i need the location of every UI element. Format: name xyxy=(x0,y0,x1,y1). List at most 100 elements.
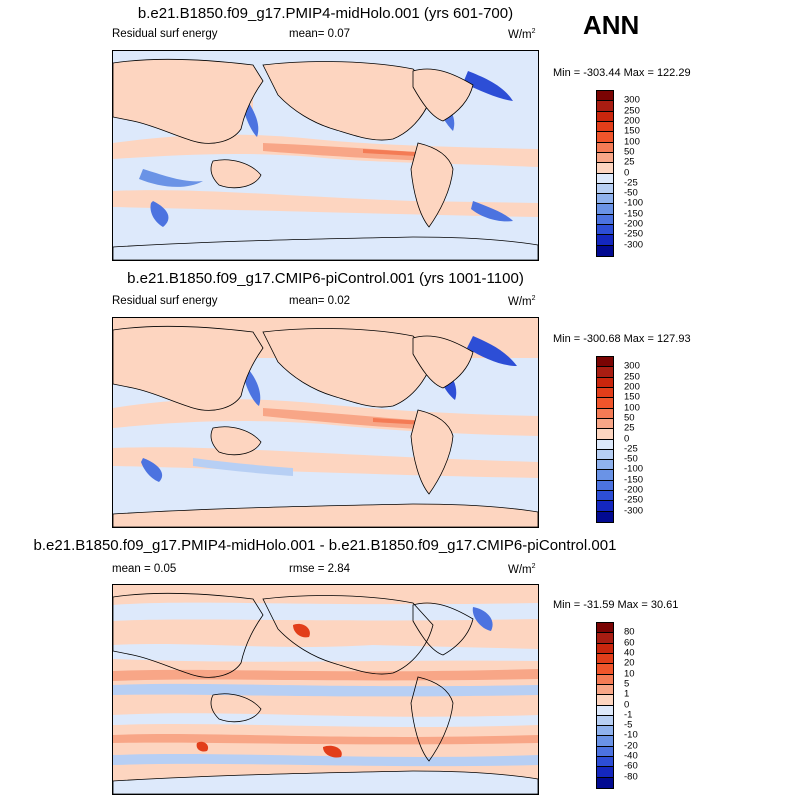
colorbar-tick-label: -250 xyxy=(624,228,644,240)
colorbar-swatch xyxy=(597,674,613,685)
colorbar-tick-label: -150 xyxy=(624,474,644,486)
colorbar-tick-label: -300 xyxy=(624,239,644,251)
panel-1-left-label: Residual surf energy xyxy=(112,28,218,40)
colorbar-tick-label: 100 xyxy=(624,136,640,148)
colorbar-tick-label: -50 xyxy=(624,187,638,199)
colorbar-tick-label: 250 xyxy=(624,371,640,383)
panel-1-title: b.e21.B1850.f09_g17.PMIP4-midHolo.001 (y… xyxy=(137,5,514,22)
colorbar-swatch xyxy=(597,173,613,184)
colorbar-swatch xyxy=(597,705,613,716)
panel-3-map xyxy=(112,584,539,795)
colorbar-swatch xyxy=(597,695,613,706)
colorbar-swatch xyxy=(597,501,613,512)
colorbar-swatch xyxy=(597,726,613,737)
colorbar-swatch xyxy=(597,684,613,696)
colorbar-tick-label: -150 xyxy=(624,208,644,220)
colorbar-swatch xyxy=(597,398,613,409)
colorbar-swatch xyxy=(597,245,613,256)
colorbar-swatch xyxy=(597,121,613,133)
panel-1-map-svg xyxy=(113,51,538,260)
panel-2-map xyxy=(112,317,539,528)
colorbar-tick-label: -1 xyxy=(624,709,633,721)
colorbar-swatch xyxy=(597,746,613,758)
panel-3-rmse-label: rmse = 2.84 xyxy=(289,563,351,575)
colorbar-swatch xyxy=(597,183,613,195)
colorbar-tick-label: -5 xyxy=(624,719,633,731)
colorbar-swatch xyxy=(597,387,613,399)
colorbar-swatch xyxy=(597,418,613,430)
colorbar-swatch xyxy=(597,767,613,778)
colorbar-tick-label: -40 xyxy=(624,750,638,762)
colorbar-tick-label: 250 xyxy=(624,105,640,117)
panel-1-units: W/m2 xyxy=(508,28,536,41)
colorbar-tick-label: -20 xyxy=(624,740,638,752)
panel-3-mean-label: mean = 0.05 xyxy=(112,563,177,575)
panel-2-map-svg xyxy=(113,318,538,527)
colorbar-swatch xyxy=(597,214,613,226)
panel-3-units: W/m2 xyxy=(508,563,536,576)
colorbar-tick-label: 0 xyxy=(624,433,630,444)
colorbar-swatch xyxy=(597,449,613,461)
panel-2-minmax: Min = -300.68 Max = 127.93 xyxy=(553,333,691,345)
colorbar-tick-label: 300 xyxy=(624,360,640,372)
panel-2-left-label: Residual surf energy xyxy=(112,295,218,307)
colorbar-swatch xyxy=(597,633,613,644)
panel-2-title: b.e21.B1850.f09_g17.CMIP6-piControl.001 … xyxy=(127,270,524,287)
panel-3-colorbar xyxy=(596,622,614,789)
colorbar-tick-label: 0 xyxy=(624,699,630,710)
colorbar-swatch xyxy=(597,653,613,665)
panel-2-colorbar xyxy=(596,356,614,523)
panel-2-mean-label: mean= 0.02 xyxy=(289,295,351,307)
panel-1-map xyxy=(112,50,539,261)
colorbar-swatch xyxy=(597,357,613,368)
colorbar-swatch xyxy=(597,460,613,471)
colorbar-tick-label: 25 xyxy=(624,422,635,434)
colorbar-tick-label: 200 xyxy=(624,115,640,127)
colorbar-swatch xyxy=(597,439,613,450)
colorbar-tick-label: 150 xyxy=(624,125,640,137)
panel-1-colorbar xyxy=(596,90,614,257)
colorbar-swatch xyxy=(597,623,613,634)
panel-3-title: b.e21.B1850.f09_g17.PMIP4-midHolo.001 - … xyxy=(33,537,617,554)
panel-2-units: W/m2 xyxy=(508,295,536,308)
colorbar-swatch xyxy=(597,470,613,481)
colorbar-swatch xyxy=(597,204,613,215)
colorbar-tick-label: -200 xyxy=(624,218,644,230)
colorbar-swatch xyxy=(597,367,613,378)
colorbar-tick-label: 80 xyxy=(624,626,635,638)
colorbar-swatch xyxy=(597,480,613,492)
colorbar-tick-label: 20 xyxy=(624,657,635,669)
colorbar-tick-label: 1 xyxy=(624,688,630,700)
colorbar-swatch xyxy=(597,777,613,788)
colorbar-tick-label: 10 xyxy=(624,668,635,680)
colorbar-swatch xyxy=(597,511,613,522)
colorbar-swatch xyxy=(597,643,613,654)
colorbar-tick-label: -80 xyxy=(624,771,638,783)
colorbar-tick-label: -100 xyxy=(624,197,644,209)
colorbar-swatch xyxy=(597,235,613,246)
colorbar-tick-label: 50 xyxy=(624,146,635,158)
colorbar-swatch xyxy=(597,152,613,164)
colorbar-swatch xyxy=(597,225,613,236)
colorbar-swatch xyxy=(597,111,613,122)
colorbar-tick-label: -60 xyxy=(624,760,638,772)
colorbar-tick-label: 60 xyxy=(624,637,635,649)
colorbar-tick-label: -10 xyxy=(624,729,638,741)
colorbar-swatch xyxy=(597,408,613,419)
colorbar-tick-label: 5 xyxy=(624,678,630,690)
colorbar-swatch xyxy=(597,715,613,727)
colorbar-swatch xyxy=(597,664,613,675)
colorbar-tick-label: -25 xyxy=(624,177,638,189)
panel-1-mean-label: mean= 0.07 xyxy=(289,28,351,40)
colorbar-tick-label: -50 xyxy=(624,453,638,465)
season-label: ANN xyxy=(583,10,640,40)
colorbar-tick-label: 100 xyxy=(624,402,640,414)
colorbar-tick-label: -25 xyxy=(624,443,638,455)
colorbar-tick-label: -200 xyxy=(624,484,644,496)
colorbar-tick-label: 50 xyxy=(624,412,635,424)
colorbar-tick-label: -100 xyxy=(624,463,644,475)
colorbar-swatch xyxy=(597,377,613,388)
panel-1-minmax: Min = -303.44 Max = 122.29 xyxy=(553,67,691,79)
colorbar-swatch xyxy=(597,132,613,143)
panel-3-map-svg xyxy=(113,585,538,794)
